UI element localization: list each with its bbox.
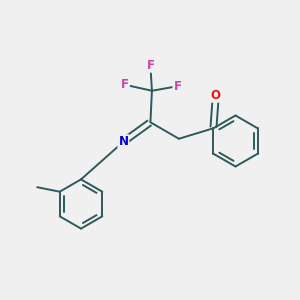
Text: N: N	[118, 135, 128, 148]
Text: O: O	[211, 89, 221, 102]
Text: F: F	[121, 78, 129, 91]
Text: F: F	[173, 80, 181, 93]
Text: F: F	[146, 59, 154, 72]
